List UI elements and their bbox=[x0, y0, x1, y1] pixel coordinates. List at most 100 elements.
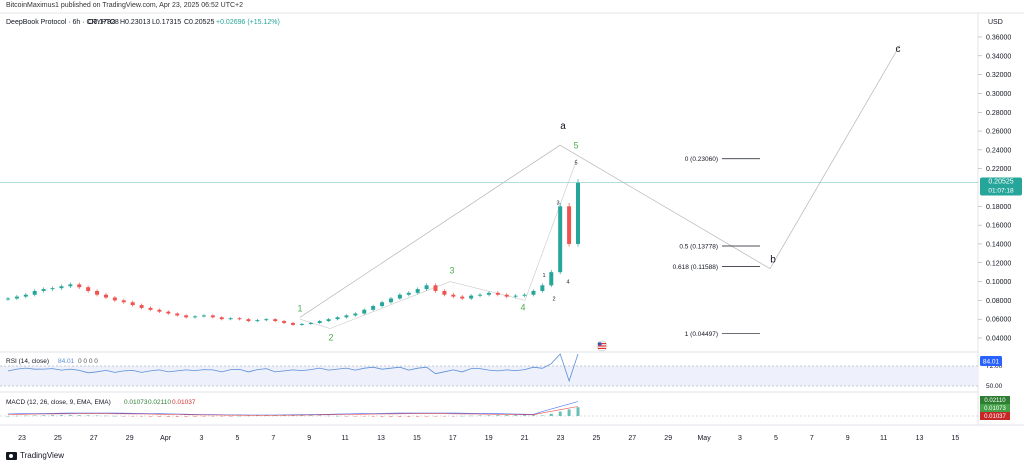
candle-body[interactable] bbox=[469, 295, 474, 299]
candle-body[interactable] bbox=[166, 311, 171, 314]
candle-body[interactable] bbox=[415, 289, 420, 293]
macd-hist-bar bbox=[42, 415, 46, 416]
candle-body[interactable] bbox=[397, 294, 402, 299]
candle-body[interactable] bbox=[299, 323, 304, 325]
candle-body[interactable] bbox=[433, 285, 438, 291]
rsi-badge-value: 84.01 bbox=[983, 359, 1000, 366]
candle-body[interactable] bbox=[558, 206, 563, 273]
candle-body[interactable] bbox=[504, 294, 509, 297]
candle-body[interactable] bbox=[246, 319, 251, 322]
candle-body[interactable] bbox=[237, 318, 242, 320]
macd-hist-bar bbox=[371, 416, 375, 417]
candle-body[interactable] bbox=[121, 300, 126, 303]
candle-body[interactable] bbox=[371, 306, 376, 310]
candle-body[interactable] bbox=[531, 290, 536, 295]
macd-hist-bar bbox=[407, 416, 411, 417]
candle-body[interactable] bbox=[380, 302, 385, 307]
candle-body[interactable] bbox=[77, 284, 82, 288]
candle-body[interactable] bbox=[112, 297, 117, 301]
candle-body[interactable] bbox=[522, 294, 527, 296]
candle-body[interactable] bbox=[23, 294, 28, 297]
rsi-badge bbox=[980, 356, 1002, 366]
publisher-caption: BitcoinMaximus1 published on TradingView… bbox=[6, 2, 244, 9]
macd-hist-bar bbox=[327, 415, 331, 417]
macd-hist-bar bbox=[362, 416, 366, 417]
candle-body[interactable] bbox=[273, 319, 278, 322]
candle-body[interactable] bbox=[41, 289, 46, 291]
candle-body[interactable] bbox=[344, 315, 349, 318]
candle-body[interactable] bbox=[451, 294, 456, 297]
candle-body[interactable] bbox=[335, 317, 340, 320]
impulse-wave-line bbox=[299, 158, 578, 329]
candle-body[interactable] bbox=[255, 320, 260, 322]
candle-body[interactable] bbox=[86, 287, 91, 291]
rsi-value: 84.01 bbox=[58, 358, 75, 365]
candle-body[interactable] bbox=[103, 294, 108, 298]
candle-body[interactable] bbox=[175, 313, 180, 316]
candle-body[interactable] bbox=[424, 285, 429, 290]
time-tick-label: 25 bbox=[593, 435, 601, 442]
candle-body[interactable] bbox=[495, 292, 500, 295]
candle-body[interactable] bbox=[513, 295, 518, 297]
macd-hist-bar bbox=[202, 416, 206, 417]
candle-body[interactable] bbox=[486, 292, 491, 295]
candle-body[interactable] bbox=[388, 298, 393, 303]
macd-histogram bbox=[6, 407, 580, 417]
candle-body[interactable] bbox=[32, 290, 37, 295]
candle-body[interactable] bbox=[68, 284, 73, 287]
candle-body[interactable] bbox=[130, 302, 135, 306]
candle-body[interactable] bbox=[6, 298, 10, 300]
candle-body[interactable] bbox=[95, 290, 100, 295]
candle-body[interactable] bbox=[540, 285, 545, 291]
candle-body[interactable] bbox=[326, 319, 331, 322]
candle-body[interactable] bbox=[308, 322, 313, 324]
macd-hist-bar bbox=[451, 416, 455, 417]
candle-body[interactable] bbox=[210, 315, 215, 318]
event-flag-icon[interactable] bbox=[596, 340, 608, 352]
candle-body[interactable] bbox=[219, 317, 224, 320]
candle-body[interactable] bbox=[139, 305, 144, 308]
candle-body[interactable] bbox=[567, 206, 572, 244]
macd-hist-bar bbox=[523, 415, 527, 416]
time-tick-label: 17 bbox=[449, 435, 457, 442]
candle-body[interactable] bbox=[157, 309, 162, 312]
price-axis: 0.36000 0.34000 0.32000 0.30000 0.28000 0.260… bbox=[986, 35, 1011, 343]
price-grid bbox=[978, 36, 982, 339]
candle-body[interactable] bbox=[184, 315, 189, 318]
candlesticks[interactable] bbox=[6, 178, 580, 326]
macd-hist-bar bbox=[558, 411, 562, 416]
candle-body[interactable] bbox=[282, 321, 287, 323]
candle-body[interactable] bbox=[353, 313, 358, 316]
current-price-badge bbox=[980, 177, 1022, 196]
candle-body[interactable] bbox=[576, 182, 580, 244]
candle-body[interactable] bbox=[59, 286, 64, 289]
macd-hist-bar bbox=[469, 415, 473, 417]
candle-body[interactable] bbox=[201, 315, 206, 317]
candle-body[interactable] bbox=[442, 290, 447, 295]
fib-level-label: 0 (0.23060) bbox=[685, 156, 718, 163]
candle-body[interactable] bbox=[317, 321, 322, 323]
candle-body[interactable] bbox=[362, 309, 367, 314]
rsi-axis-upper: 72.00 bbox=[986, 363, 1003, 370]
candle-body[interactable] bbox=[460, 296, 465, 299]
candle-body[interactable] bbox=[148, 307, 153, 310]
macd-hist-bar bbox=[166, 416, 170, 417]
candle-body[interactable] bbox=[291, 322, 295, 325]
minor-wave-label: 4 bbox=[566, 280, 569, 286]
time-tick-label: 9 bbox=[846, 435, 850, 442]
candle-body[interactable] bbox=[549, 272, 554, 286]
candle-body[interactable] bbox=[478, 294, 483, 296]
candle-body[interactable] bbox=[228, 318, 233, 320]
candle-body[interactable] bbox=[193, 316, 198, 318]
candle-body[interactable] bbox=[264, 319, 269, 321]
macd-value-1: 0.01073 bbox=[124, 399, 148, 406]
candle-body[interactable] bbox=[14, 296, 19, 299]
candle-body[interactable] bbox=[406, 292, 411, 295]
macd-line bbox=[7, 401, 579, 416]
candle-body[interactable] bbox=[50, 288, 55, 290]
rsi-line bbox=[7, 353, 579, 383]
macd-hist-bar bbox=[425, 416, 429, 417]
current-price-value: 0.20525 bbox=[988, 179, 1013, 186]
price-tick-label: 0.32000 bbox=[986, 72, 1011, 79]
